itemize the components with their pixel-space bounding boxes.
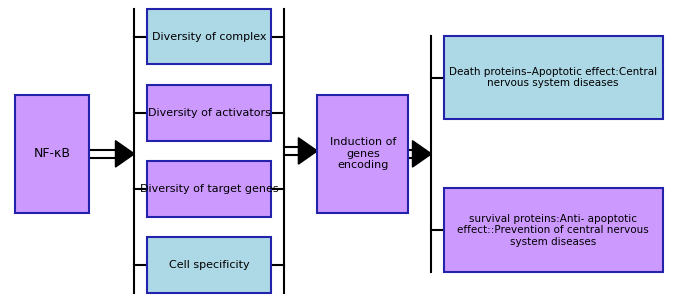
Text: Induction of
genes
encoding: Induction of genes encoding	[329, 137, 396, 170]
Polygon shape	[299, 138, 317, 164]
FancyBboxPatch shape	[147, 161, 271, 217]
Text: Diversity of target genes: Diversity of target genes	[140, 184, 278, 194]
Text: Death proteins–Apoptotic effect:Central
nervous system diseases: Death proteins–Apoptotic effect:Central …	[449, 67, 658, 89]
FancyBboxPatch shape	[147, 9, 271, 65]
Polygon shape	[116, 141, 134, 167]
FancyBboxPatch shape	[317, 95, 408, 213]
Polygon shape	[412, 141, 432, 167]
FancyBboxPatch shape	[147, 237, 271, 293]
Text: Diversity of activators: Diversity of activators	[147, 108, 271, 118]
Text: Diversity of complex: Diversity of complex	[151, 32, 266, 41]
FancyBboxPatch shape	[15, 95, 89, 213]
FancyBboxPatch shape	[444, 188, 663, 272]
FancyBboxPatch shape	[444, 36, 663, 119]
Text: Cell specificity: Cell specificity	[169, 260, 249, 270]
Text: survival proteins:Anti- apoptotic
effect::Prevention of central nervous
system d: survival proteins:Anti- apoptotic effect…	[458, 213, 649, 247]
FancyBboxPatch shape	[147, 85, 271, 141]
Text: NF-κB: NF-κB	[34, 147, 71, 160]
